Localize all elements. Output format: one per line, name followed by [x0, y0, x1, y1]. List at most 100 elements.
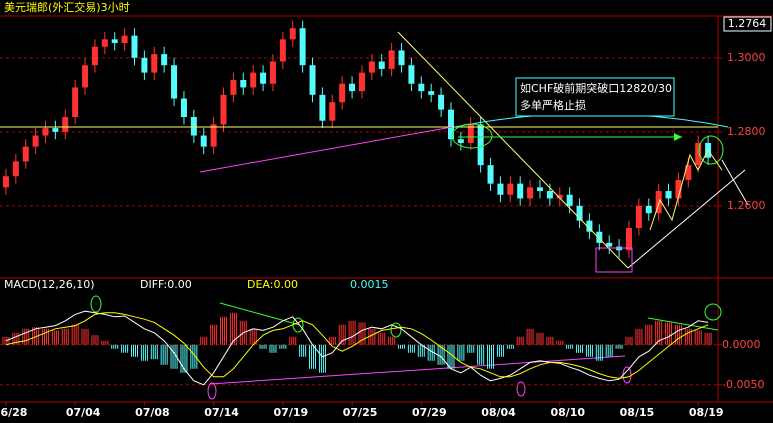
trend-line: [219, 302, 301, 326]
candle-body: [349, 83, 356, 92]
candle-body: [368, 61, 375, 73]
candle-body: [635, 205, 642, 229]
candle-body: [408, 65, 415, 84]
trend-line: [627, 169, 746, 269]
candle-body: [22, 146, 29, 162]
candle-body: [447, 109, 454, 140]
candle-body: [279, 39, 286, 62]
candle-body: [606, 242, 613, 247]
candle-body: [141, 57, 148, 73]
macd-line: [5, 310, 709, 386]
chart-title: 美元瑞郎(外汇交易)3小时: [4, 0, 130, 14]
candle-body: [487, 165, 494, 184]
candle-body: [161, 54, 168, 66]
candle-body: [536, 187, 543, 192]
candle-body: [695, 142, 702, 166]
trend-line: [397, 31, 629, 269]
annotation: 多单严格止损: [520, 98, 586, 112]
candle-body: [438, 94, 445, 110]
candle-body: [190, 117, 197, 136]
candle-body: [457, 139, 464, 143]
highlight-circle: [451, 123, 493, 149]
candle-body: [566, 194, 573, 206]
candle-body: [121, 35, 128, 44]
highlight-box: [595, 247, 633, 273]
candle-body: [151, 54, 158, 73]
x-tick-label: 08/04: [481, 406, 516, 419]
highlight-circle: [390, 322, 402, 338]
candle-body: [171, 65, 178, 99]
last-price: 1.2764: [728, 17, 767, 30]
candle-body: [507, 183, 514, 195]
candle-body: [180, 98, 187, 118]
candle-body: [358, 72, 365, 92]
candle-body: [72, 87, 79, 118]
candle-body: [586, 220, 593, 232]
macd-header: 0.0015: [350, 278, 389, 291]
y-tick-label: 1.3000: [727, 51, 766, 64]
highlight-circle: [704, 303, 722, 321]
candle-body: [497, 183, 504, 195]
candle-body: [111, 39, 118, 44]
x-tick-label: 07/29: [412, 406, 447, 419]
x-tick-label: 07/19: [274, 406, 309, 419]
path-sketch: [649, 149, 723, 231]
x-tick-label: 08/10: [550, 406, 585, 419]
macd-header: DEA:0.00: [247, 278, 298, 291]
forecast-line: [721, 159, 749, 206]
candle-body: [42, 128, 49, 136]
x-tick-label: 07/04: [66, 406, 101, 419]
candle-body: [32, 135, 39, 147]
annotation-box: [515, 77, 675, 117]
candle-body: [576, 205, 583, 221]
annotation: 如CHF破前期突破口12820/30: [520, 81, 672, 95]
candle-body: [131, 35, 138, 58]
arrow-head: [674, 133, 682, 141]
candle-body: [329, 102, 336, 121]
x-tick-label: 07/08: [135, 406, 170, 419]
candle-body: [467, 124, 474, 143]
y-tick-label: 0.0000: [722, 338, 761, 351]
highlight-circle: [698, 135, 724, 165]
candle-body: [309, 65, 316, 95]
trend-line: [199, 126, 453, 173]
candle-body: [250, 72, 257, 88]
x-tick-label: 08/19: [689, 406, 724, 419]
candle-body: [388, 50, 395, 69]
candle-body: [645, 205, 652, 214]
candle-body: [665, 191, 672, 199]
candle-body: [418, 83, 425, 92]
candle-body: [596, 231, 603, 243]
last-price-box: [723, 16, 772, 32]
candle-body: [200, 135, 207, 147]
macd-title: MACD(12,26,10): [4, 278, 95, 291]
candle-body: [82, 65, 89, 88]
candle-body: [655, 191, 662, 214]
highlight-circle: [90, 295, 102, 313]
trend-line: [209, 355, 626, 385]
x-tick-label: 6/28: [0, 406, 27, 419]
macd-line: [5, 312, 709, 379]
candle-body: [319, 94, 326, 121]
candle-body: [2, 176, 9, 188]
candle-body: [685, 165, 692, 180]
candle-body: [101, 39, 108, 47]
highlight-circle: [516, 381, 526, 397]
trend-line: [647, 317, 719, 331]
candle-body: [675, 179, 682, 199]
candle-body: [289, 28, 296, 40]
candle-body: [398, 50, 405, 66]
candle-body: [625, 228, 632, 251]
candle-body: [477, 124, 484, 166]
x-tick-label: 07/25: [343, 406, 378, 419]
candle-body: [527, 187, 534, 199]
candle-body: [546, 191, 553, 199]
candle-body: [62, 117, 69, 132]
candle-body: [220, 94, 227, 125]
y-tick-label: 1.2800: [727, 125, 766, 138]
x-tick-label: 08/15: [620, 406, 655, 419]
y-tick-label: -0.0050: [722, 378, 764, 391]
candle-body: [428, 91, 435, 95]
